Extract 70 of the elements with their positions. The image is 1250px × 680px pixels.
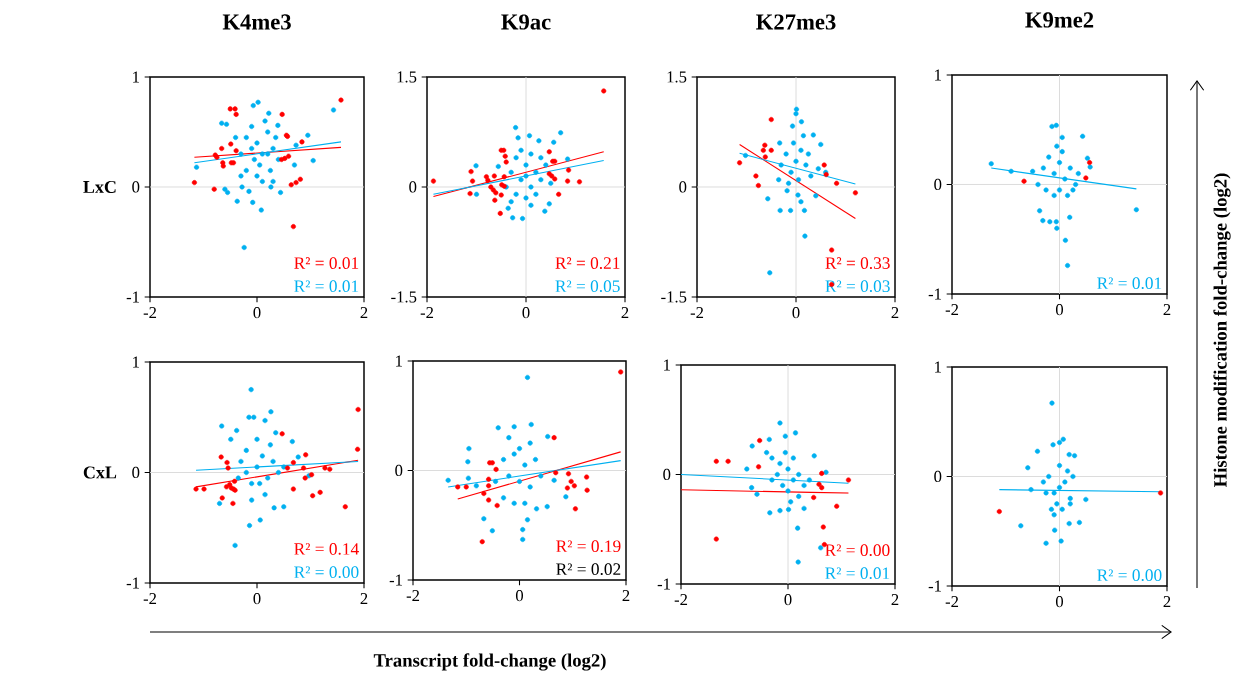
x-tick-label: 2 bbox=[622, 590, 630, 602]
y-tick-label: 1.5 bbox=[667, 71, 687, 83]
x-tick-label: 2 bbox=[360, 593, 368, 605]
y-tick-label: 0 bbox=[395, 464, 403, 477]
x-tick-label: 0 bbox=[253, 593, 261, 605]
y-tick-label: 0 bbox=[132, 181, 140, 193]
y-tick-label: -1 bbox=[928, 288, 941, 300]
y-tick-label: 0 bbox=[934, 470, 942, 483]
x-tick-label: -2 bbox=[143, 307, 157, 319]
text: R² = 0.19 bbox=[556, 540, 621, 553]
y-tick-label: 0 bbox=[132, 466, 140, 479]
x-tick-label: 2 bbox=[891, 594, 899, 606]
chart-title: K4me3 bbox=[222, 14, 291, 30]
y-tick-label: -1 bbox=[657, 578, 670, 590]
y-tick-label: -1 bbox=[389, 574, 402, 586]
x-tick-label: 2 bbox=[1163, 596, 1171, 608]
y-tick-label: -1 bbox=[126, 577, 139, 589]
x-tick-label: -2 bbox=[143, 593, 157, 605]
x-tick-label: 2 bbox=[621, 307, 629, 319]
text: R² = 0.33 bbox=[825, 257, 890, 269]
chart-title: K9ac bbox=[501, 14, 551, 30]
y-axis-title: LxC bbox=[83, 180, 116, 194]
y-tick-label: 0 bbox=[679, 181, 687, 193]
y-tick-label: -1 bbox=[928, 580, 941, 592]
x-tick-label: 0 bbox=[792, 307, 800, 319]
y-tick-label: 1.5 bbox=[397, 71, 417, 83]
text: R² = 0.14 bbox=[294, 543, 359, 555]
x-tick-label: -2 bbox=[945, 596, 959, 608]
y-tick-label: 1 bbox=[935, 361, 941, 373]
x-tick-label: 0 bbox=[515, 590, 524, 602]
y-tick-label: -1.5 bbox=[661, 291, 687, 303]
x-tick-label: 2 bbox=[891, 307, 899, 319]
x-tick-label: -2 bbox=[420, 307, 434, 319]
y-tick-label: 1 bbox=[396, 355, 402, 367]
y-tick-label: 1 bbox=[935, 69, 941, 81]
x-tick-label: 0 bbox=[784, 594, 792, 606]
y-tick-label: 0 bbox=[934, 178, 942, 191]
y-tick-label: 1 bbox=[133, 356, 139, 368]
text: R² = 0.21 bbox=[555, 257, 620, 269]
y-tick-label: 1 bbox=[133, 71, 139, 83]
x-tick-label: 0 bbox=[1055, 596, 1064, 608]
x-tick-label: -2 bbox=[406, 590, 420, 602]
text: R² = 0.03 bbox=[825, 280, 890, 293]
text: R² = 0.05 bbox=[555, 280, 620, 293]
text: Histone modification fold-change (log2) bbox=[1213, 173, 1231, 488]
chart-title: K27me3 bbox=[756, 14, 836, 30]
y-tick-label: 0 bbox=[409, 181, 417, 193]
text: R² = 0.01 bbox=[294, 257, 359, 269]
text: R² = 0.00 bbox=[294, 566, 359, 579]
y-tick-label: -1 bbox=[126, 291, 139, 303]
y-tick-label: -1.5 bbox=[391, 291, 417, 303]
x-tick-label: -2 bbox=[674, 594, 688, 606]
y-tick-label: 1 bbox=[664, 359, 670, 371]
x-tick-label: 2 bbox=[360, 307, 368, 319]
x-tick-label: 0 bbox=[522, 307, 530, 319]
text: R² = 0.00 bbox=[1097, 569, 1162, 582]
text: R² = 0.01 bbox=[294, 280, 359, 293]
x-tick-label: 0 bbox=[1055, 304, 1064, 316]
text: R² = 0.01 bbox=[1097, 277, 1162, 290]
text: R² = 0.01 bbox=[825, 567, 890, 580]
chart-title: K9me2 bbox=[1025, 12, 1094, 28]
x-tick-label: -2 bbox=[690, 307, 704, 319]
x-tick-label: -2 bbox=[945, 304, 959, 316]
text: R² = 0.00 bbox=[825, 544, 890, 557]
y-axis-title: CxL bbox=[83, 466, 117, 479]
y-tick-label: 0 bbox=[663, 468, 671, 481]
text: Transcript fold-change (log2) bbox=[373, 653, 606, 671]
annotation: R² = 0.02 bbox=[556, 563, 621, 576]
x-tick-label: 2 bbox=[1163, 304, 1171, 316]
x-tick-label: 0 bbox=[253, 307, 261, 319]
